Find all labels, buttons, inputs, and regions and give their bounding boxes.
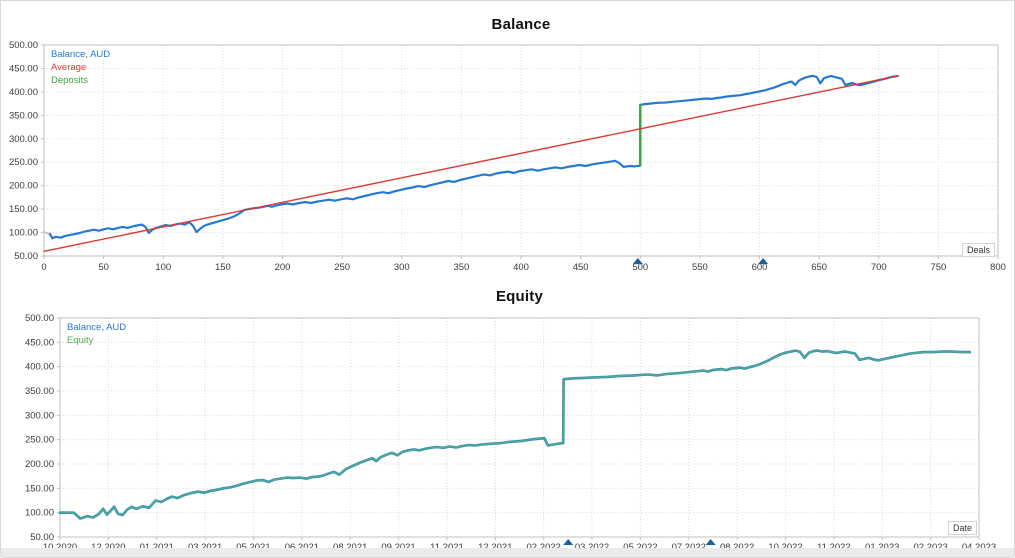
- x-tick-label: 02.2022: [526, 542, 560, 551]
- deals-axis-label: Deals: [961, 243, 995, 257]
- x-tick-label: 450: [573, 262, 589, 273]
- x-tick-label: 06.2021: [285, 542, 319, 551]
- x-tick-label: 200: [275, 262, 291, 273]
- series-equity: [59, 349, 971, 520]
- x-tick-label: 550: [692, 262, 708, 273]
- x-tick-label: 03.2022: [575, 542, 609, 551]
- x-tick-label: 10.2022: [768, 542, 802, 551]
- y-tick-label: 200.00: [9, 181, 38, 192]
- y-tick-label: 350.00: [25, 386, 54, 397]
- y-tick-label: 300.00: [9, 134, 38, 145]
- y-tick-label: 400.00: [9, 87, 38, 98]
- footer-strip: [1, 548, 1014, 557]
- x-tick-label: 400: [513, 262, 529, 273]
- x-tick-label: 800: [990, 262, 1006, 273]
- y-tick-label: 200.00: [25, 459, 54, 470]
- x-tick-label: 12.2021: [478, 542, 512, 551]
- trade-marker-icon: [563, 539, 574, 545]
- y-tick-label: 100.00: [9, 228, 38, 239]
- equity-chart: 50.00 100.00 150.00 200.00 250.00 300.00 350.0…: [25, 313, 996, 551]
- balance-chart: 50.00 100.00 150.00 200.00 250.00 300.00 350.0…: [9, 40, 1006, 273]
- series-balance-aud: [58, 349, 972, 520]
- balance-chart-title: Balance: [491, 16, 551, 33]
- x-tick-label: 650: [811, 262, 827, 273]
- trade-marker-icon: [705, 539, 716, 545]
- x-tick-label: 11.2021: [430, 542, 464, 551]
- x-tick-label: 02.2023: [913, 542, 947, 551]
- y-tick-label: 50.00: [14, 251, 38, 262]
- y-tick-label: 250.00: [9, 157, 38, 168]
- x-tick-label: 700: [871, 262, 887, 273]
- x-tick-label: 600: [752, 262, 768, 273]
- y-tick-label: 350.00: [9, 110, 38, 121]
- y-tick-label: 250.00: [25, 435, 54, 446]
- x-tick-label: 05.2021: [236, 542, 270, 551]
- x-tick-label: 300: [394, 262, 410, 273]
- x-tick-label: 150: [215, 262, 231, 273]
- trade-marker-icon: [632, 258, 643, 264]
- x-tick-label: 12.2020: [91, 542, 125, 551]
- legend-item-deposits: Deposits: [51, 75, 88, 86]
- date-axis-label: Date: [947, 521, 977, 535]
- x-tick-label: 09.2021: [381, 542, 415, 551]
- x-tick-label: 04.2023: [962, 542, 996, 551]
- legend-item-balance: Balance, AUD: [51, 49, 111, 60]
- x-tick-label: 03.2021: [188, 542, 222, 551]
- x-tick-label: 01.2021: [140, 542, 174, 551]
- x-tick-label: 07.2022: [672, 542, 706, 551]
- y-tick-label: 100.00: [25, 508, 54, 519]
- x-tick-label: 500: [632, 262, 648, 273]
- legend-item-balance2: Balance, AUD: [67, 322, 127, 333]
- series-average: [43, 75, 899, 253]
- legend-item-equity: Equity: [67, 335, 94, 346]
- y-tick-label: 150.00: [25, 483, 54, 494]
- y-tick-label: 50.00: [30, 532, 54, 543]
- x-tick-label: 08.2022: [720, 542, 754, 551]
- x-tick-label: 50: [98, 262, 109, 273]
- x-tick-label: 10.2020: [43, 542, 77, 551]
- series-balance-aud: [48, 74, 899, 240]
- x-tick-label: 11.2022: [817, 542, 851, 551]
- x-tick-label: 100: [155, 262, 171, 273]
- trade-marker-icon: [758, 258, 769, 264]
- y-tick-label: 450.00: [25, 337, 54, 348]
- y-tick-label: 500.00: [25, 313, 54, 324]
- y-tick-label: 500.00: [9, 40, 38, 51]
- x-tick-label: 250: [334, 262, 350, 273]
- y-tick-label: 400.00: [25, 362, 54, 373]
- equity-chart-legend: Balance, AUD Equity: [67, 321, 126, 347]
- y-tick-label: 300.00: [25, 410, 54, 421]
- y-tick-label: 450.00: [9, 63, 38, 74]
- x-tick-label: 08.2021: [333, 542, 367, 551]
- x-tick-label: 750: [930, 262, 946, 273]
- x-tick-label: 05.2022: [623, 542, 657, 551]
- balance-chart-legend: Balance, AUD Average Deposits: [51, 48, 110, 87]
- x-tick-label: 0: [41, 262, 46, 273]
- x-tick-label: 01.2023: [865, 542, 899, 551]
- equity-chart-title: Equity: [495, 288, 544, 305]
- x-tick-label: 350: [453, 262, 469, 273]
- y-tick-label: 150.00: [9, 204, 38, 215]
- legend-item-average: Average: [51, 62, 87, 73]
